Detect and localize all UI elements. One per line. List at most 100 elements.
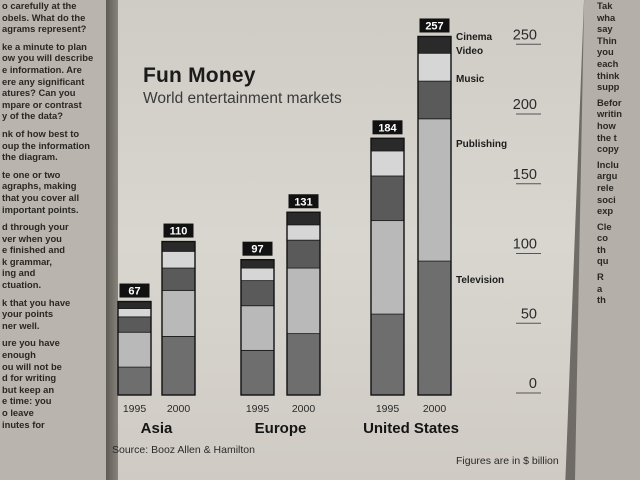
right-page-text-line: soci [597,193,616,205]
total-label-box [119,283,150,298]
left-page-text-line: agrams represent? [2,23,87,35]
bar-segment-video [417,52,452,82]
chart-page [118,0,584,480]
y-tick-label: 100 [513,237,537,253]
bar-segment-television [161,336,196,396]
left-page-text-line: but keep an [2,383,55,395]
total-label-box [419,18,450,33]
y-tick-label: 250 [513,27,537,43]
bar-segment-television [286,333,321,396]
year-label: 2000 [292,403,316,415]
left-page-text-line: ing and [2,267,36,279]
right-page-text-line: the t [597,131,617,143]
bar-outline [417,35,452,396]
total-label-box [288,194,319,209]
bar-segment-video [286,224,321,241]
right-page-text-line: think [597,69,620,81]
right-page-text-line: exp [597,205,614,217]
left-page-text-line: ere any significant [2,75,85,87]
bar-europe-1995: 97 1995 [240,241,275,415]
year-label: 1995 [246,403,270,415]
bar-segment-publishing [161,289,196,337]
year-label: 1995 [376,403,400,415]
right-page-text-line: rele [597,181,614,193]
bar-segment-publishing [117,331,152,368]
bar-segment-cinema [417,36,452,54]
right-page-text-line: each [597,57,619,69]
bar-europe-2000: 131 2000 [286,194,321,415]
right-page-text-line: th [597,243,606,255]
right-page-text-line: Inclu [597,158,619,170]
total-label-box [163,223,194,238]
left-page-text-line: important points. [2,203,79,215]
bar-segment-publishing [370,220,405,315]
left-page-text-line: ow you will describe [2,52,94,64]
bar-segment-music [286,239,321,269]
left-page-text-line: d through your [2,221,69,233]
left-page-text-line: nk of how best to [2,127,80,139]
bar-segment-publishing [240,305,275,351]
right-page-fragment: Tak wha say Thin you each think supp Befor writin… [575,0,640,480]
left-page-text: o carefully at the obels. What do the agra… [2,0,106,430]
right-page-text-line: co [597,232,608,244]
total-label: 184 [378,122,397,134]
y-tick-label: 0 [529,376,537,392]
bar-asia-2000: 110 2000 [161,223,196,415]
left-page-text-line: that you cover all [2,191,80,203]
right-page-text-line: Tak [597,0,613,11]
right-page-text-line: supp [597,81,620,93]
y-tick-label: 150 [513,167,537,183]
chart-source: Source: Booz Allen & Hamilton [112,444,255,456]
total-label: 110 [170,226,188,238]
right-page-text-line: th [597,294,606,306]
left-page-text-line: k that you have [2,296,71,308]
bar-segment-cinema [370,137,405,152]
chart-subtitle: World entertainment markets [143,90,342,107]
right-page-text-line: Befor [597,96,622,108]
bar-segment-music [417,80,452,120]
right-page-text-line: Cle [597,220,612,232]
bar-segment-cinema [240,259,275,269]
left-page-text-line: enough [2,349,36,361]
units-note: Figures are in $ billion [456,455,559,467]
bar-outline [161,240,196,396]
bar-outline [286,211,321,396]
bar-segment-music [370,175,405,222]
total-label-box [372,120,403,135]
right-page-text-line: wha [597,11,616,23]
total-label: 257 [425,20,443,32]
total-label: 131 [294,196,312,208]
left-page-text-line: ou will not be [2,360,62,372]
right-page-text: Tak wha say Thin you each think supp Befor writin… [597,0,640,306]
left-page-text-line: ke a minute to plan [2,40,87,52]
right-page-text-line: copy [597,143,619,155]
left-page-text-line: obels. What do the [2,11,86,23]
left-page-text-line: o leave [2,407,34,418]
bar-segment-television [370,313,405,396]
year-label: 2000 [423,403,447,415]
bar-segment-publishing [286,267,321,335]
left-page-text-line: y of the data? [2,110,63,122]
left-page-fragment: o carefully at the obels. What do the agra… [0,0,112,480]
bar-segment-publishing [417,118,452,262]
right-page-text-line: qu [597,255,609,267]
left-page-text-line: d for writing [2,372,57,384]
year-label: 2000 [167,403,191,415]
left-page-text-line: te one or two [2,168,61,180]
left-page-text-line: e time: you [2,395,52,407]
left-page-text-line: your points [2,308,54,320]
region-label: United States [363,420,459,437]
bar-segment-cinema [286,211,321,226]
left-page-text-line: k grammar, [2,255,53,267]
bar-segment-music [161,267,196,291]
left-page-text-line: ner well. [2,319,40,331]
bar-outline [240,258,275,396]
left-page-text-line: mpare or contrast [2,98,82,110]
bar-segment-cinema [117,301,152,309]
right-page-text-line: you [597,46,614,58]
bar-segment-cinema [161,241,196,252]
total-label-box [242,241,273,256]
right-page-text-line: writin [597,108,622,120]
year-label: 1995 [123,403,147,415]
